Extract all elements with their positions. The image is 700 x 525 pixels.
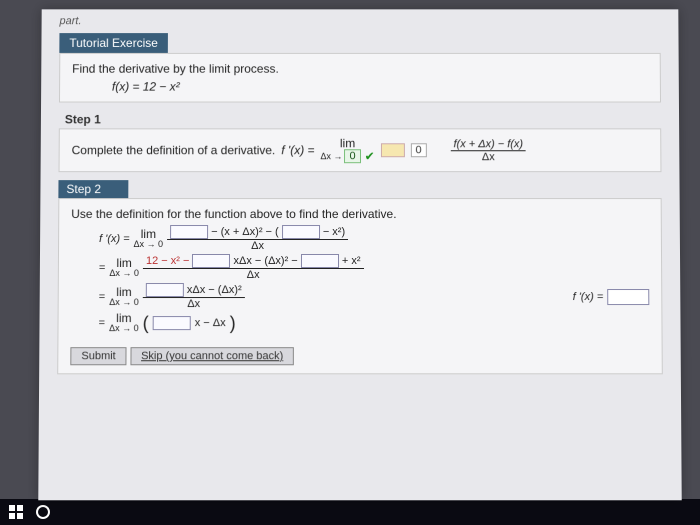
step1-lhs: f '(x) = xyxy=(281,143,314,157)
submit-button[interactable]: Submit xyxy=(70,347,126,365)
blank-5[interactable] xyxy=(146,283,184,297)
step2-header: Step 2 xyxy=(58,180,128,198)
step2-line2: = limΔx → 0 12 − x² − xΔx − (Δx)² − + x²… xyxy=(99,254,649,281)
exercise-page: part. Tutorial Exercise Find the derivat… xyxy=(38,9,681,500)
cortana-icon[interactable] xyxy=(36,505,50,519)
palette-icon[interactable] xyxy=(381,143,405,157)
tutorial-block: Find the derivative by the limit process… xyxy=(59,53,661,103)
step1-answer[interactable]: 0 xyxy=(344,149,360,163)
step2-instruction: Use the definition for the function abov… xyxy=(71,207,649,221)
step1-limsub: Δx → xyxy=(321,151,343,161)
step2-line4: = limΔx → 0 ( x − Δx ) xyxy=(99,312,650,333)
limit-notation: lim xyxy=(340,137,355,149)
blank-4[interactable] xyxy=(301,254,339,268)
blank-1[interactable] xyxy=(170,225,208,239)
check-icon: ✔ xyxy=(365,149,375,163)
windows-taskbar xyxy=(0,499,700,525)
step1-block: Complete the definition of a derivative.… xyxy=(59,128,662,172)
derivative-fraction: f(x + Δx) − f(x) Δx xyxy=(451,138,527,163)
step2-block: Use the definition for the function abov… xyxy=(57,198,663,374)
blank-3[interactable] xyxy=(192,254,230,268)
blank-6[interactable] xyxy=(153,316,191,330)
step2-line1: f '(x) = limΔx → 0 − (x + Δx)² − ( − x²)… xyxy=(99,225,649,252)
tutorial-header: Tutorial Exercise xyxy=(59,33,168,53)
step1-label: Step 1 xyxy=(59,112,661,126)
step2-line3: = limΔx → 0 xΔx − (Δx)² Δx f '(x) = xyxy=(99,283,650,310)
tutorial-function: f(x) = 12 − x² xyxy=(112,80,648,94)
result-label: f '(x) = xyxy=(573,291,604,303)
tutorial-instruction: Find the derivative by the limit process… xyxy=(72,62,648,76)
step1-text: Complete the definition of a derivative. xyxy=(72,143,276,157)
step1-answer2: 0 xyxy=(411,143,427,157)
part-label: part. xyxy=(59,15,660,27)
skip-button[interactable]: Skip (you cannot come back) xyxy=(130,347,294,365)
result-input[interactable] xyxy=(607,289,649,305)
blank-2[interactable] xyxy=(282,225,320,239)
windows-start-icon[interactable] xyxy=(8,504,24,520)
